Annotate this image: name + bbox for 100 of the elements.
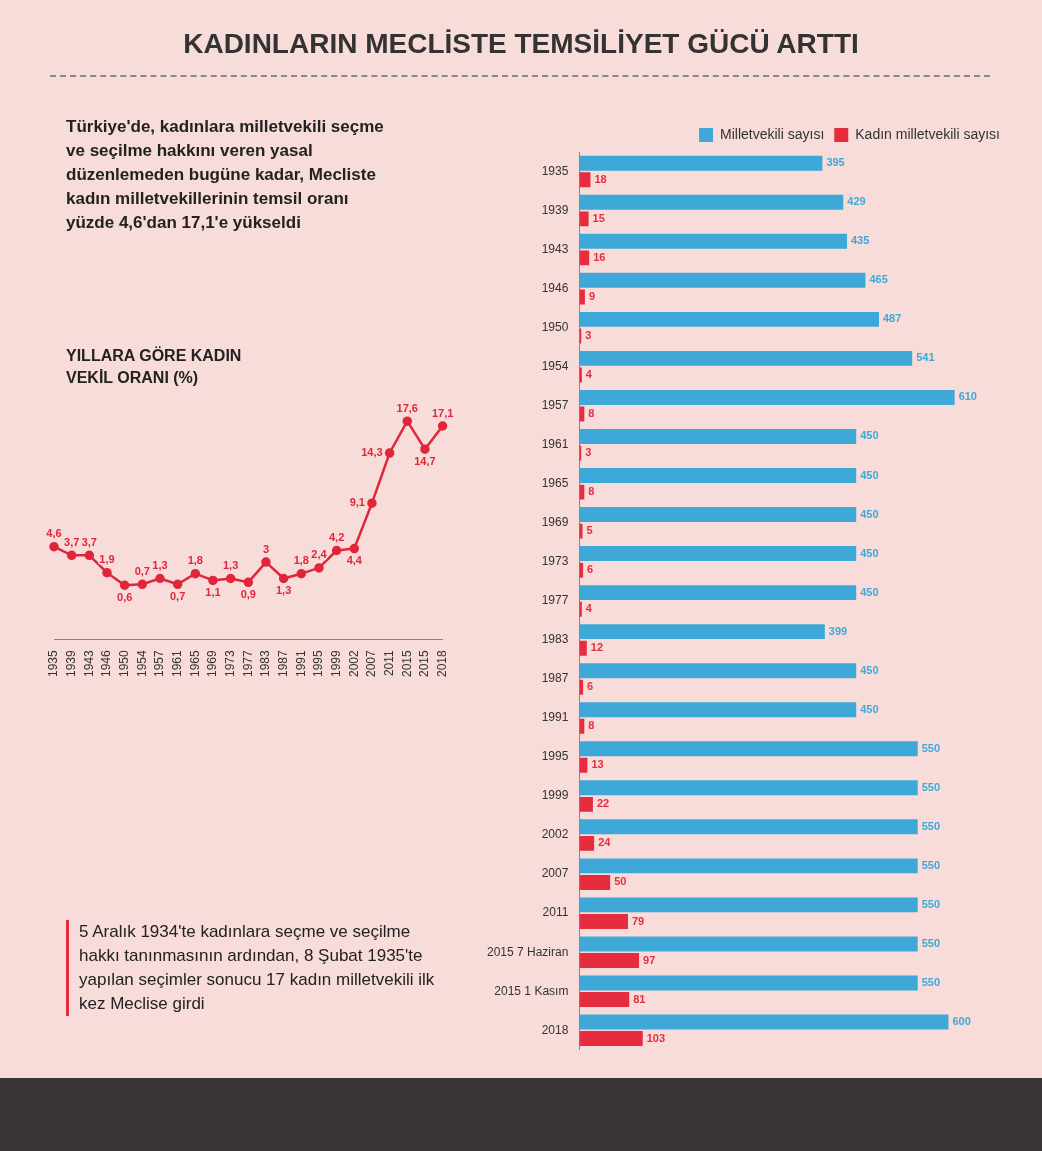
- bar: [579, 702, 857, 718]
- point: [225, 573, 236, 584]
- point: [314, 563, 324, 573]
- point: [402, 416, 413, 426]
- x-tick-label: 1954: [134, 649, 149, 678]
- x-tick-label: 2015: [417, 649, 432, 678]
- data-label: 14,3: [361, 446, 383, 459]
- bar: [579, 780, 918, 796]
- bar: [579, 796, 593, 812]
- y-tick-label: 1995: [541, 749, 569, 764]
- bar: [579, 194, 844, 210]
- data-label: 550: [921, 936, 941, 949]
- point: [172, 579, 183, 590]
- bar: [579, 211, 589, 227]
- data-label: 1,3: [222, 559, 239, 572]
- data-label: 0,9: [240, 587, 256, 600]
- bar: [579, 741, 918, 757]
- bar: [579, 546, 857, 562]
- data-label: 4: [585, 368, 593, 381]
- point: [296, 568, 307, 579]
- data-label: 0,7: [170, 589, 186, 602]
- data-label: 5: [586, 524, 593, 537]
- point: [384, 448, 395, 458]
- y-tick-label: 1954: [541, 359, 569, 373]
- x-tick-label: 1965: [187, 649, 202, 678]
- data-label: 3: [585, 446, 592, 459]
- data-label: 50: [614, 875, 627, 888]
- x-tick-label: 2007: [364, 649, 379, 678]
- data-label: 550: [921, 741, 941, 754]
- data-label: 550: [921, 897, 941, 910]
- bar: [579, 1014, 949, 1030]
- y-tick-label: 2015 7 Haziran: [487, 944, 569, 959]
- data-label: 79: [631, 914, 645, 927]
- data-label: 450: [860, 429, 879, 442]
- x-tick-label: 1995: [311, 649, 326, 678]
- data-label: 3,7: [64, 535, 80, 548]
- x-tick-label: 2018: [434, 649, 449, 678]
- data-label: 450: [860, 546, 879, 559]
- data-label: 17,6: [396, 401, 418, 414]
- data-label: 97: [643, 953, 656, 966]
- data-label: 8: [588, 719, 595, 732]
- data-label: 22: [596, 797, 610, 810]
- bar: [579, 992, 630, 1008]
- data-label: 9: [588, 289, 596, 302]
- data-label: 1,3: [152, 559, 168, 572]
- bar: [579, 858, 918, 874]
- data-label: 550: [921, 819, 941, 832]
- bar: [579, 233, 847, 249]
- data-label: 435: [850, 234, 870, 247]
- chart-title: KADINLARIN MECLİSTE TEMSİLİYET GÜCÜ ARTTI: [182, 28, 860, 60]
- y-tick-label: 1939: [541, 202, 569, 217]
- data-label: 16: [593, 250, 606, 263]
- data-label: 450: [860, 663, 879, 676]
- data-label: 4,6: [46, 527, 62, 540]
- point: [66, 550, 77, 561]
- data-label: 17,1: [431, 406, 454, 419]
- bar: [579, 975, 918, 991]
- data-label: 550: [921, 780, 941, 793]
- bar: [579, 897, 918, 913]
- data-label: 395: [826, 156, 845, 169]
- bar: [579, 585, 857, 601]
- point: [49, 541, 59, 552]
- y-tick-label: 1991: [541, 710, 569, 725]
- data-label: 4: [585, 602, 593, 615]
- x-tick-label: 1943: [81, 649, 96, 678]
- y-tick-label: 1957: [541, 398, 569, 413]
- bar: [579, 640, 587, 656]
- point: [437, 421, 448, 431]
- x-tick-label: 1987: [275, 649, 290, 678]
- legend-label: Milletvekili sayısı: [720, 125, 825, 142]
- x-tick-label: 1969: [205, 649, 220, 678]
- bar: [579, 389, 955, 405]
- data-label: 13: [591, 758, 604, 771]
- point: [155, 573, 165, 584]
- y-tick-label: 2007: [541, 866, 569, 881]
- data-label: 3: [585, 328, 592, 341]
- chart-subtitle: Türkiye'de, kadınlara milletvekili seçme ve seçilme hakkını veren yasal düzenlemeden bugüne kadar, Mecliste kadın milletvekillerinin temsil oranı yüzde 4,6'dan 17,1'e yükseldi: [66, 116, 385, 234]
- y-tick-label: 1973: [541, 554, 569, 569]
- point: [367, 498, 377, 508]
- bar: [579, 936, 918, 952]
- point: [208, 575, 218, 586]
- y-tick-label: 2015 1 Kasım: [494, 983, 569, 998]
- bar: [579, 624, 825, 640]
- y-tick-label: 1999: [541, 788, 569, 803]
- point: [420, 444, 430, 454]
- point: [261, 557, 271, 567]
- point: [243, 577, 254, 588]
- data-label: 9,1: [349, 496, 365, 509]
- bar: [579, 350, 913, 366]
- data-label: 450: [860, 585, 879, 598]
- text: 5 Aralık 1934'te kadınlara seçme ve seçilme hakkı tanınmasının ardından, 8 Şubat 1935'te yapılan seçimler sonucu 17 kadın milletvekili ilk kez Meclise girdi: [66, 920, 439, 1016]
- bar: [579, 953, 640, 968]
- data-label: 12: [590, 641, 604, 654]
- y-tick-label: 1961: [541, 437, 569, 452]
- data-label: 600: [952, 1015, 971, 1028]
- data-label: 0,6: [117, 590, 133, 603]
- data-label: 429: [847, 195, 866, 208]
- y-tick-label: 1983: [541, 632, 569, 647]
- y-tick-label: 2002: [541, 827, 569, 842]
- bar: [579, 468, 857, 483]
